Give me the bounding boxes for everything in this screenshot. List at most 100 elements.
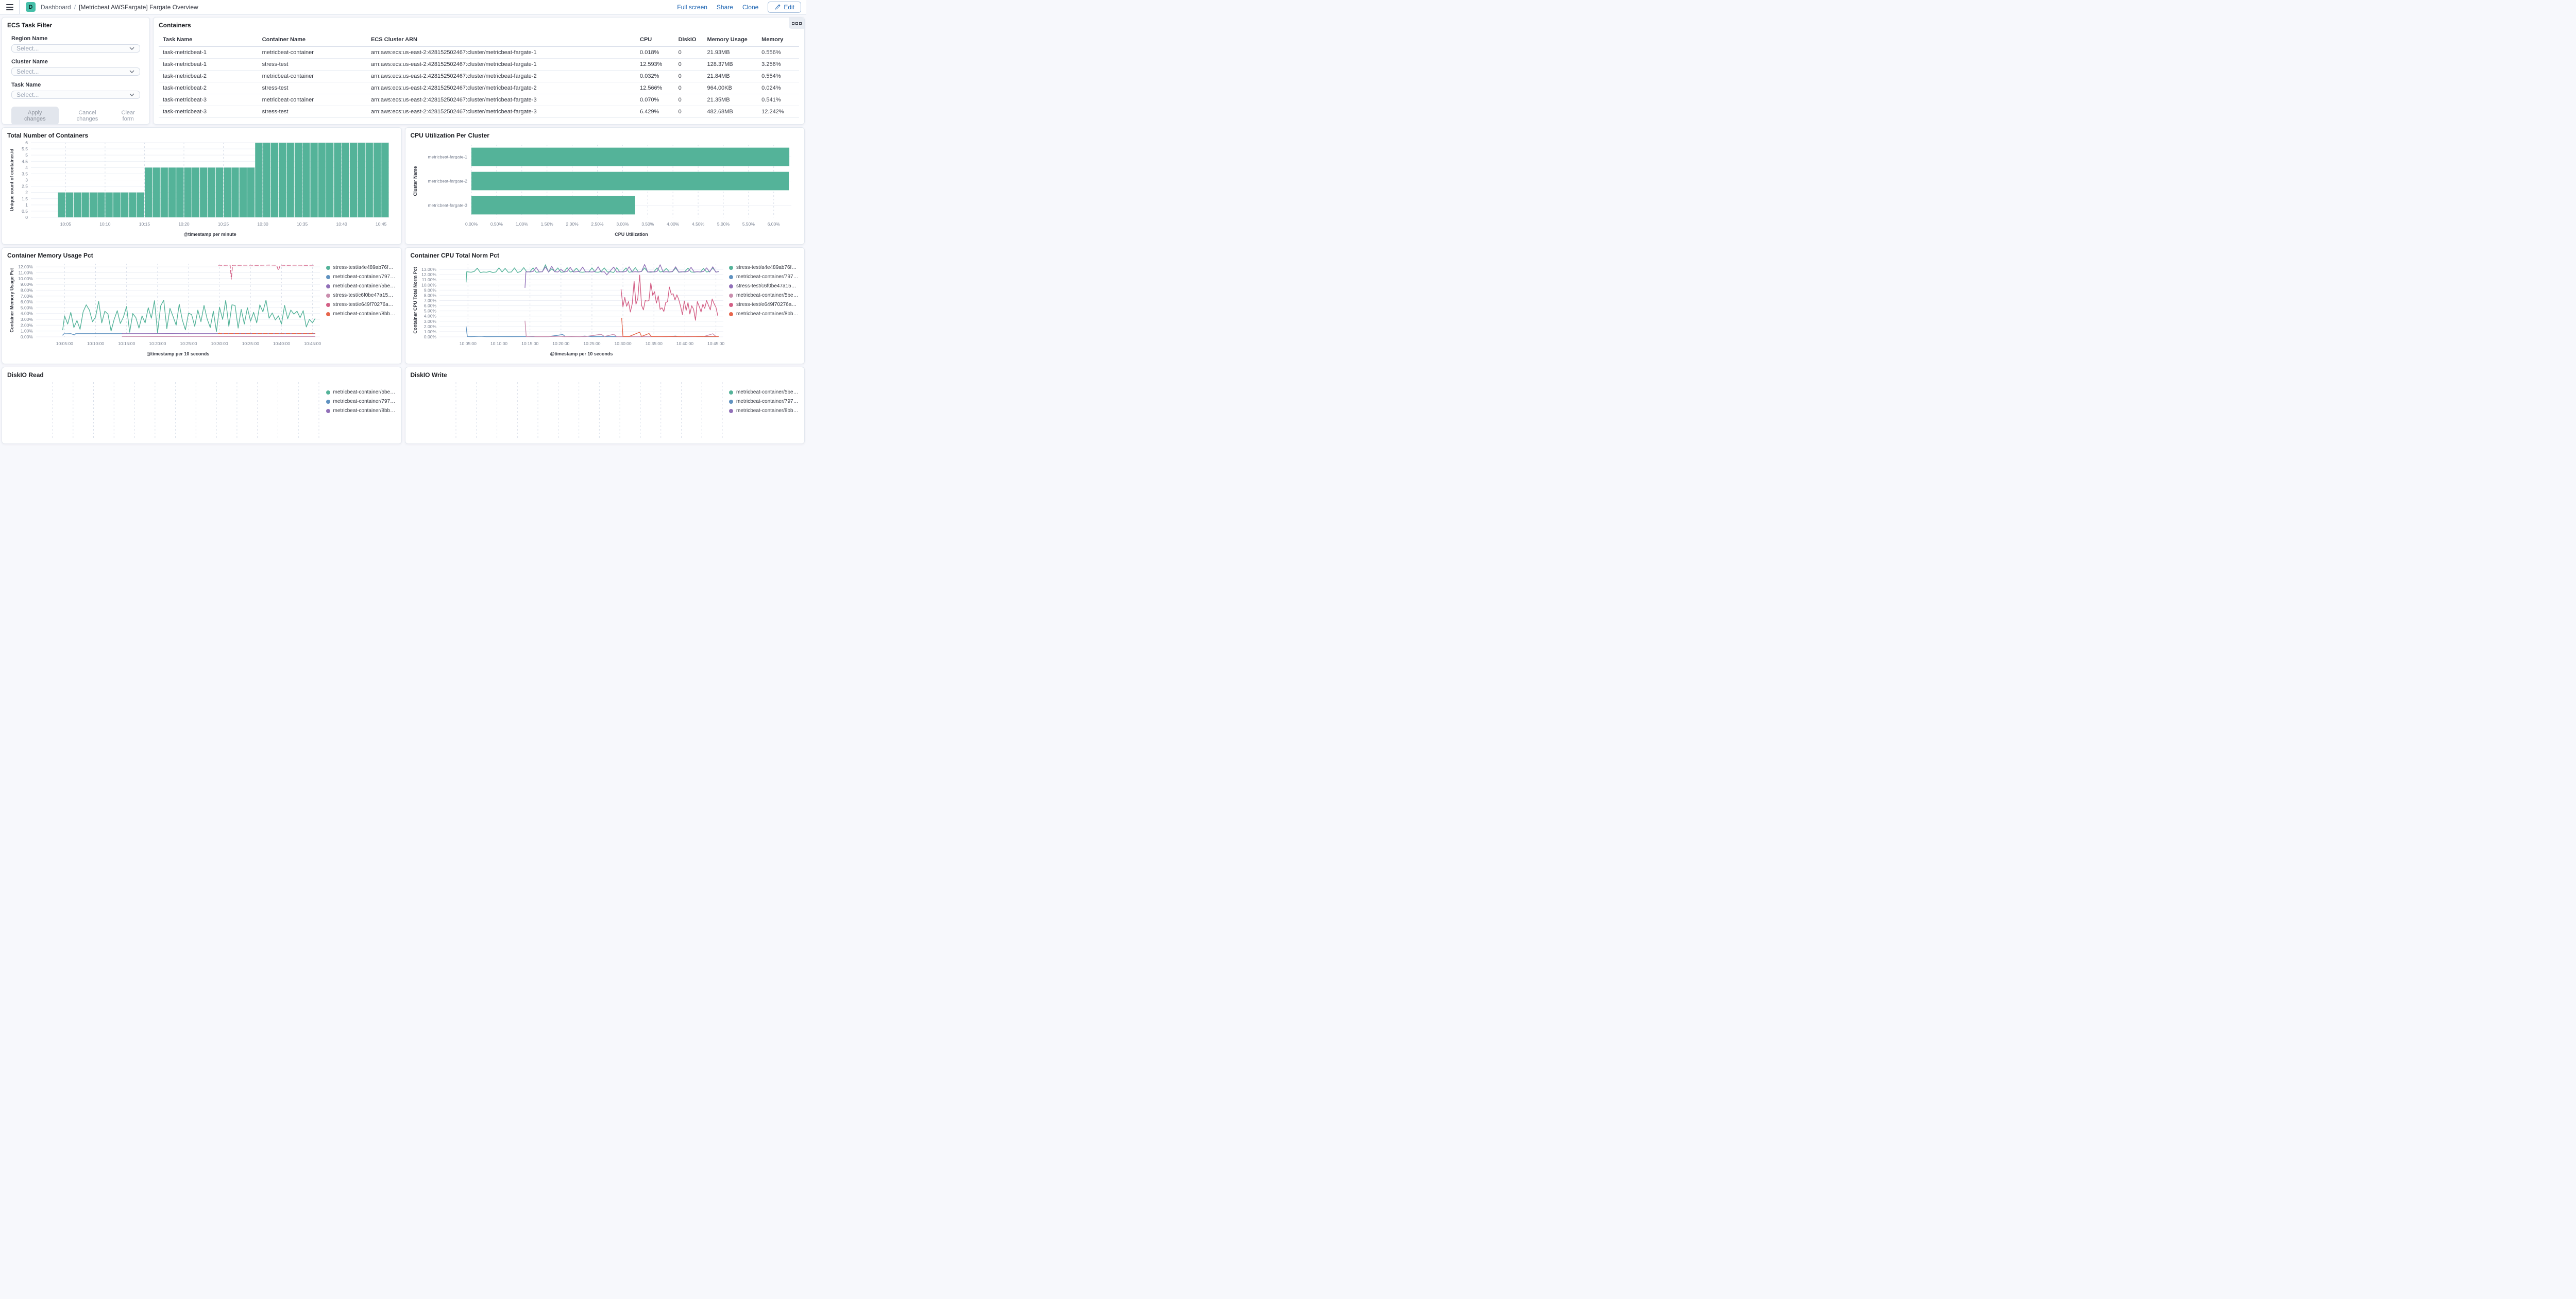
task-name-select[interactable]: Select... [11,91,140,99]
legend-label: stress-test/c6f0be47a153c84... [736,283,799,289]
legend-item[interactable]: metricbeat-container/5be6b8... [729,293,799,298]
column-header: CPU [636,33,674,47]
apply-changes-button[interactable]: Apply changes [11,107,59,124]
cpu-per-cluster-bar-chart[interactable]: 0.00% 0.50% 1.00% 1.50% 2.00% 2.50% 3.00% 3.50%… [411,140,800,240]
svg-text:7.00%: 7.00% [21,294,33,299]
svg-text:10:15:00: 10:15:00 [118,341,135,346]
svg-text:6: 6 [25,140,28,145]
legend-label: stress-test/a4e489ab76fd2b... [736,265,799,270]
svg-text:@timestamp per 10 seconds: @timestamp per 10 seconds [147,351,210,356]
legend-item[interactable]: metricbeat-container/7973d4... [326,399,396,404]
svg-text:0: 0 [25,215,28,220]
table-header-row: Task Name Container Name ECS Cluster ARN CP… [159,33,799,47]
svg-text:4.00%: 4.00% [21,311,33,316]
legend-item[interactable]: metricbeat-container/8bb8a5... [326,408,396,414]
column-header: Container Name [258,33,367,47]
chevron-down-icon [129,70,134,73]
legend-item[interactable]: metricbeat-container/8bb8a5... [729,408,799,414]
table-cell: 12.566% [636,82,674,94]
table-cell: 0.070% [636,94,674,106]
table-cell: task-metricbeat-3 [159,94,258,106]
svg-text:1.00%: 1.00% [515,221,528,227]
memory-usage-line-chart[interactable]: 0.00% 1.00% 2.00% 3.00% 4.00% 5.00% 6.00% 7.00%… [7,260,324,360]
cancel-changes-button[interactable]: Cancel changes [69,110,106,122]
svg-text:7.00%: 7.00% [423,298,436,303]
svg-text:0.00%: 0.00% [465,221,478,227]
chart-legend: stress-test/a4e489ab76fd2b... metricbeat-… [727,260,799,360]
svg-text:4.50%: 4.50% [692,221,705,227]
chart-legend: stress-test/a4e489ab76fd2b... metricbeat-… [324,260,396,360]
column-header: DiskIO [674,33,703,47]
cluster-name-select[interactable]: Select... [11,67,140,76]
legend-item[interactable]: metricbeat-container/7973d4... [326,274,396,280]
svg-text:Container Memory Usage Pct: Container Memory Usage Pct [9,268,14,332]
breadcrumb-separator: / [74,3,76,11]
svg-text:1.50%: 1.50% [540,221,553,227]
svg-text:11.00%: 11.00% [19,270,33,276]
space-avatar[interactable]: D [26,2,36,12]
total-containers-bar-chart[interactable]: 0 0.5 1 1.5 2 2.5 3 3.5 4 4.5 5 5.5 6 10:05 10:10 10:15… [7,140,396,240]
svg-text:3.50%: 3.50% [641,221,654,227]
table-cell: 21.93MB [703,46,758,59]
menu-hamburger-icon[interactable] [0,0,20,14]
panel-title: Total Number of Containers [7,132,89,139]
svg-text:1.5: 1.5 [22,196,28,201]
clear-form-button[interactable]: Clear form [116,110,140,122]
full-screen-button[interactable]: Full screen [677,3,707,11]
legend-item[interactable]: metricbeat-container/7973d4... [729,274,799,280]
diskio-write-chart[interactable] [411,379,727,439]
svg-text:10:10:00: 10:10:00 [87,341,104,346]
pencil-icon [775,4,781,9]
svg-text:10:35: 10:35 [297,221,308,227]
svg-text:3.00%: 3.00% [21,317,33,322]
legend-item[interactable]: stress-test/c6f0be47a153c84... [729,283,799,289]
svg-text:1.00%: 1.00% [423,329,436,334]
diskio-read-panel: DiskIO Read metricbeat-container/5be6b8.… [2,367,402,444]
edit-button-label: Edit [784,3,794,11]
legend-item[interactable]: metricbeat-container/8bb8a5... [326,311,396,317]
svg-text:0.00%: 0.00% [21,334,33,339]
svg-text:2.5: 2.5 [22,184,28,189]
region-name-select[interactable]: Select... [11,44,140,53]
legend-dot-icon [729,284,733,288]
legend-item[interactable]: metricbeat-container/5be6b8... [326,283,396,289]
legend-item[interactable]: metricbeat-container/5be6b8... [326,389,396,395]
legend-dot-icon [729,408,733,413]
legend-item[interactable]: metricbeat-container/8bb8a5... [729,311,799,317]
svg-text:2.00%: 2.00% [566,221,579,227]
legend-item[interactable]: metricbeat-container/7973d4... [729,399,799,404]
table-row: task-metricbeat-3 stress-test arn:aws:ecs:… [159,106,799,118]
select-placeholder: Select... [16,68,39,75]
table-cell: 964.00KB [703,82,758,94]
legend-label: metricbeat-container/5be6b8... [333,389,396,395]
diskio-read-chart[interactable] [7,379,324,439]
legend-item[interactable]: metricbeat-container/5be6b8... [729,389,799,395]
legend-item[interactable]: stress-test/e649f70276ad0e2... [729,302,799,307]
table-cell: 482.68MB [703,106,758,118]
table-cell: 0.541% [757,94,799,106]
legend-item[interactable]: stress-test/e649f70276ad0e2... [326,302,396,307]
svg-text:10:45:00: 10:45:00 [304,341,321,346]
legend-item[interactable]: stress-test/c6f0be47a153c84... [326,293,396,298]
chart-legend: metricbeat-container/5be6b8... metricbeat… [727,379,799,439]
legend-item[interactable]: stress-test/a4e489ab76fd2b... [326,265,396,270]
svg-text:metricbeat-fargate-3: metricbeat-fargate-3 [428,203,467,208]
clone-button[interactable]: Clone [742,3,759,11]
svg-text:3.00%: 3.00% [423,319,436,324]
breadcrumb-dashboard-link[interactable]: Dashboard [41,3,71,11]
table-cell: 21.35MB [703,94,758,106]
svg-text:10:05:00: 10:05:00 [56,341,73,346]
legend-dot-icon [326,302,330,307]
share-button[interactable]: Share [716,3,733,11]
panel-options-icon[interactable] [789,18,804,29]
cpu-total-norm-line-chart[interactable]: 0.00% 1.00% 2.00% 3.00% 4.00% 5.00% 6.00% 7.00%… [411,260,727,360]
svg-text:6.00%: 6.00% [423,303,436,309]
table-cell: task-metricbeat-2 [159,82,258,94]
edit-button[interactable]: Edit [768,1,801,13]
svg-text:10:15:00: 10:15:00 [521,341,538,346]
legend-label: metricbeat-container/8bb8a5... [736,311,799,317]
svg-text:2.50%: 2.50% [591,221,604,227]
panel-title: Container Memory Usage Pct [7,252,93,259]
legend-item[interactable]: stress-test/a4e489ab76fd2b... [729,265,799,270]
svg-text:10:25:00: 10:25:00 [583,341,600,346]
